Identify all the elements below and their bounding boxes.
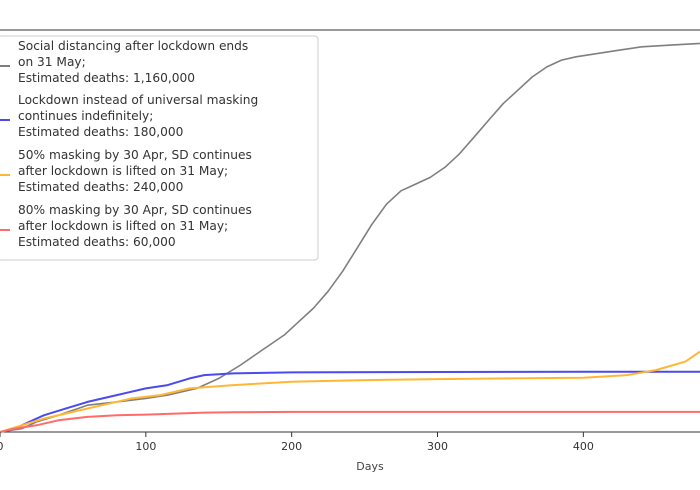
series-line-2 xyxy=(0,370,700,433)
x-tick-label: 400 xyxy=(573,440,594,453)
series-line-4 xyxy=(0,410,700,433)
legend-label-4-line-3: Estimated deaths: 60,000 xyxy=(18,235,176,249)
legend-label-3-line-2: after lockdown is lifted on 31 May; xyxy=(18,164,228,178)
legend-label-1-line-3: Estimated deaths: 1,160,000 xyxy=(18,71,195,85)
legend-label-1-line-1: Social distancing after lockdown ends xyxy=(18,39,248,53)
legend-label-3-line-1: 50% masking by 30 Apr, SD continues xyxy=(18,148,252,162)
legend-label-4-line-2: after lockdown is lifted on 31 May; xyxy=(18,219,228,233)
x-tick-label: 100 xyxy=(135,440,156,453)
legend-label-2-line-2: continues indefinitely; xyxy=(18,109,153,123)
x-axis: 0 100 200 300 400 xyxy=(0,432,594,453)
x-tick-label: 300 xyxy=(427,440,448,453)
legend-box xyxy=(0,35,319,261)
series-layer xyxy=(0,42,700,433)
x-axis-title: Days xyxy=(356,460,384,473)
legend-label-4-line-1: 80% masking by 30 Apr, SD continues xyxy=(18,203,252,217)
legend-label-2-line-1: Lockdown instead of universal masking xyxy=(18,93,258,107)
x-tick-label: 0 xyxy=(0,440,4,453)
legend: Social distancing after lockdown ends on … xyxy=(0,35,319,261)
series-line-3 xyxy=(0,350,700,433)
series-line-1 xyxy=(0,42,700,433)
legend-label-1-line-2: on 31 May; xyxy=(18,55,86,69)
legend-label-3-line-3: Estimated deaths: 240,000 xyxy=(18,180,183,194)
x-tick-label: 200 xyxy=(281,440,302,453)
legend-label-2-line-3: Estimated deaths: 180,000 xyxy=(18,125,183,139)
